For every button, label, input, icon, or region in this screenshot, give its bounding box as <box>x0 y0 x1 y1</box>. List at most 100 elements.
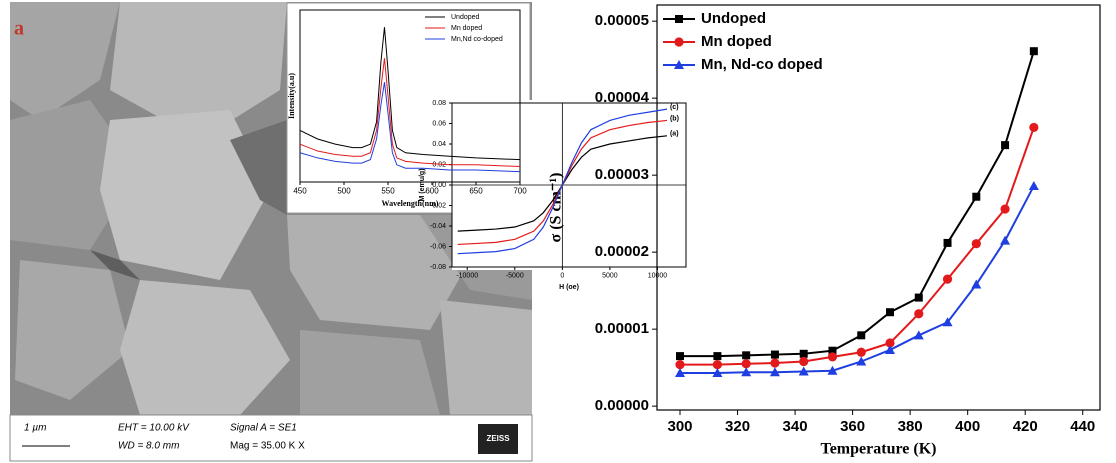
marker <box>972 192 981 201</box>
plot-frame <box>299 9 521 183</box>
marker <box>674 37 684 47</box>
crystal <box>300 330 440 415</box>
marker <box>712 359 723 370</box>
marker <box>770 358 780 368</box>
marker <box>741 359 751 369</box>
x-tick-label: 380 <box>898 418 923 435</box>
marker <box>856 347 866 357</box>
y-tick-label: -0.08 <box>430 264 446 271</box>
marker <box>857 331 866 340</box>
marker <box>827 352 838 362</box>
marker <box>1000 204 1010 214</box>
series-line <box>299 82 521 173</box>
marker <box>856 356 867 366</box>
y-tick-label: 0.08 <box>432 100 446 107</box>
series-label: (c) <box>670 104 679 111</box>
crystal <box>287 215 470 330</box>
x-tick-label: 340 <box>783 418 808 435</box>
series-label: (b) <box>670 115 679 122</box>
legend-label: Mn, Nd-co doped <box>701 56 823 73</box>
marker <box>942 317 953 327</box>
y-tick-label: 0.00 <box>432 182 446 189</box>
marker <box>942 274 953 284</box>
x-tick-label: 450 <box>293 187 307 196</box>
panel-label: a <box>14 18 24 40</box>
series-line <box>680 127 1035 366</box>
x-tick-label: 440 <box>1070 418 1095 435</box>
series-line <box>680 185 1035 375</box>
crystal-shadow <box>230 120 287 215</box>
y-tick-label: 0.06 <box>432 120 446 127</box>
y-tick-label: -0.06 <box>430 243 446 250</box>
marker <box>828 346 837 355</box>
y-tick-label: 0.00002 <box>595 243 649 260</box>
x-tick-label: 700 <box>513 187 527 196</box>
x-tick-label: -10000 <box>456 272 478 279</box>
scale-bar-label: 1 µm <box>24 423 46 434</box>
legend-label: Undoped <box>451 14 480 21</box>
legend-label: Mn doped <box>701 33 772 50</box>
x-tick-label: 5000 <box>602 272 618 279</box>
crystal <box>110 2 287 140</box>
y-axis-title: M (emu/g) <box>419 168 426 201</box>
marker <box>885 344 896 354</box>
x-tick-label: 10000 <box>648 272 668 279</box>
crystal <box>440 300 532 415</box>
x-tick-label: 400 <box>955 418 980 435</box>
marker <box>713 352 722 361</box>
crystal <box>120 280 290 415</box>
crystal-shadow <box>90 250 140 280</box>
marker <box>943 238 952 247</box>
crystal <box>100 110 270 280</box>
y-tick-label: -0.04 <box>430 223 446 230</box>
eht: EHT = 10.00 kV <box>118 423 190 434</box>
series-line <box>299 58 521 168</box>
marker <box>914 309 924 319</box>
y-tick-label: 0.00004 <box>595 89 650 106</box>
wd: WD = 8.0 mm <box>118 441 179 452</box>
marker <box>676 352 685 361</box>
marker <box>675 368 686 378</box>
legend-label: Mn,Nd co-doped <box>451 36 503 43</box>
marker <box>971 279 982 289</box>
y-tick-label: -0.02 <box>430 202 446 209</box>
y-tick-label: 0.00000 <box>595 397 649 414</box>
marker <box>741 367 752 377</box>
marker <box>675 359 685 370</box>
x-axis-title: Temperature (K) <box>821 441 937 458</box>
y-axis-title: Intensity(a.u) <box>287 73 296 119</box>
x-axis-title: Wavelength(nm) <box>382 199 439 208</box>
marker <box>674 60 684 69</box>
marker <box>1000 235 1011 245</box>
marker <box>799 356 809 367</box>
x-tick-label: 650 <box>469 187 483 196</box>
marker <box>914 293 923 302</box>
marker <box>913 330 924 340</box>
x-tick-label: -5000 <box>506 272 524 279</box>
marker <box>827 365 838 375</box>
x-tick-label: 300 <box>667 418 692 435</box>
mag: Mag = 35.00 K X <box>230 441 305 452</box>
info-bar <box>9 414 533 462</box>
x-axis-title: H (oe) <box>559 284 579 291</box>
legend-label: Undoped <box>701 10 766 27</box>
marker <box>971 239 981 249</box>
marker <box>770 350 779 359</box>
marker <box>798 366 809 376</box>
y-tick-label: 0.00003 <box>595 166 649 183</box>
series-label: (a) <box>670 131 679 138</box>
y-tick-label: 0.02 <box>432 161 446 168</box>
y-tick-label: 0.04 <box>432 141 446 148</box>
legend-label: Mn doped <box>451 25 482 32</box>
y-tick-label: 0.00001 <box>595 320 649 337</box>
brand-logo <box>478 424 518 454</box>
brand: ZEISS <box>486 434 510 443</box>
x-tick-label: 550 <box>381 187 395 196</box>
x-tick-label: 600 <box>425 187 439 196</box>
x-tick-label: 360 <box>840 418 865 435</box>
x-tick-label: 500 <box>337 187 351 196</box>
marker <box>886 308 895 317</box>
crystal <box>10 2 120 120</box>
